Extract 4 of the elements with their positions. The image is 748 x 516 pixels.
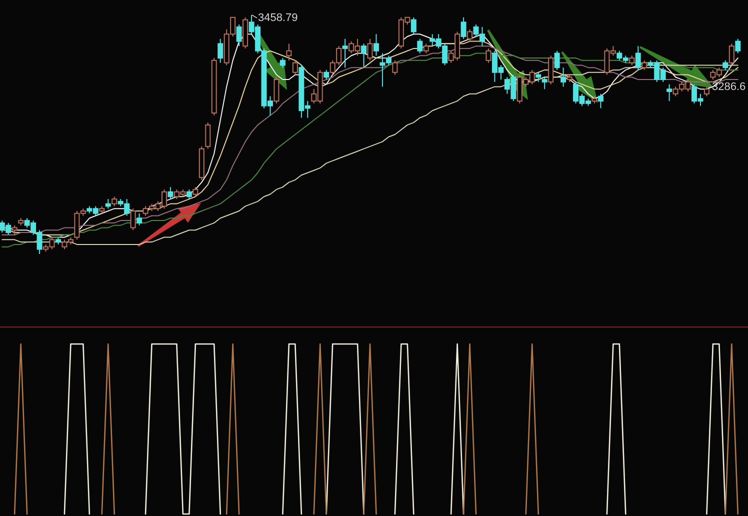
annotation: 3286.6 [712,80,746,93]
candlestick [286,43,292,61]
annotation: 3458.79 [258,12,298,24]
candlestick [342,38,348,68]
